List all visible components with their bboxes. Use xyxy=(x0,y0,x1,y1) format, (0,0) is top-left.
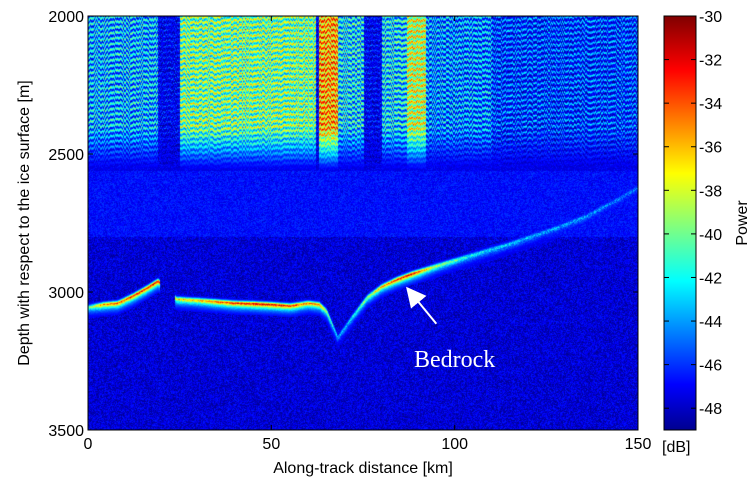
annotation-text: Bedrock xyxy=(414,347,495,373)
colorbar-tick-label: -34 xyxy=(699,96,722,113)
x-tick-label: 150 xyxy=(625,436,652,453)
bedrock-arrow xyxy=(406,286,438,325)
colorbar-label: Power xyxy=(734,200,751,246)
x-tick-label: 50 xyxy=(262,436,280,453)
x-tick-label: 100 xyxy=(441,436,468,453)
colorbar-tick-label: -44 xyxy=(699,314,722,331)
annotation: Bedrock xyxy=(406,286,495,373)
colorbar: -30 -32 -34 -36 -38 -40 -42 -44 -46 -48 Power [dB… xyxy=(662,9,751,456)
x-axis: 0 50 100 150 xyxy=(84,16,652,453)
colorbar-tick-label: -48 xyxy=(699,401,722,418)
colorbar-tick-label: -36 xyxy=(699,140,722,157)
x-tick-label: 0 xyxy=(84,436,93,453)
y-tick-label: 2000 xyxy=(48,9,84,26)
plot-area xyxy=(87,15,639,431)
y-axis-label: Depth with respect to the ice surface [m… xyxy=(16,80,33,365)
colorbar-unit: [dB] xyxy=(662,439,690,456)
colorbar-tick-label: -30 xyxy=(699,9,722,26)
plot-frame xyxy=(87,15,639,431)
radargram-image xyxy=(88,16,638,430)
y-tick-label: 3500 xyxy=(48,423,84,440)
colorbar-tick-label: -42 xyxy=(699,270,722,287)
y-tick-label: 2500 xyxy=(48,147,84,164)
colorbar-tick-label: -40 xyxy=(699,227,722,244)
y-tick-label: 3000 xyxy=(48,285,84,302)
colorbar-gradient xyxy=(663,15,697,431)
colorbar-ticks: -30 -32 -34 -36 -38 -40 -42 -44 -46 -48 xyxy=(664,9,722,418)
x-axis-label: Along-track distance [km] xyxy=(273,460,453,477)
colorbar-tick-label: -46 xyxy=(699,358,722,375)
colorbar-tick-label: -32 xyxy=(699,53,722,70)
y-axis: 2000 2500 3000 3500 xyxy=(48,9,638,440)
colorbar-tick-label: -38 xyxy=(699,183,722,200)
